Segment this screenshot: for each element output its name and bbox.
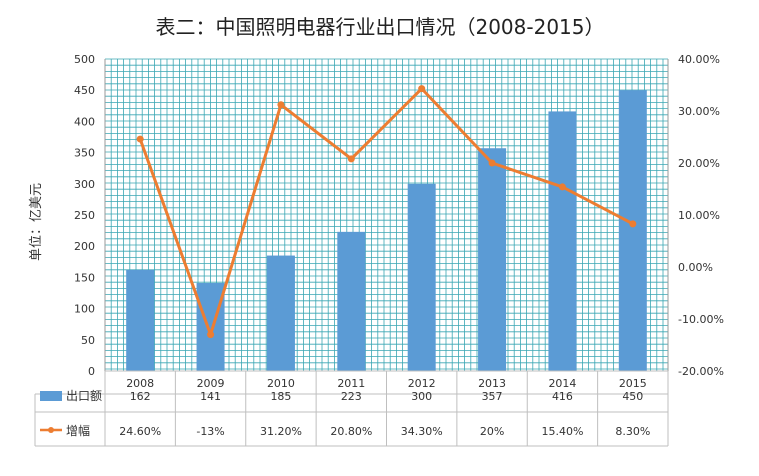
y-tick-label: 50 <box>81 334 95 347</box>
y-tick-label: 350 <box>74 147 95 160</box>
data-label-export: 357 <box>482 390 503 403</box>
y-tick-label: 450 <box>74 84 95 97</box>
y-tick-label: 300 <box>74 178 95 191</box>
y2-tick-label: 30.00% <box>678 105 720 118</box>
x-tick-label: 2015 <box>619 377 647 390</box>
data-label-growth: 31.20% <box>260 425 302 438</box>
data-label-growth: 24.60% <box>119 425 161 438</box>
data-table: 2008 2009 2010 2011 2012 2013 2014 2015 出口额 162 14… <box>34 370 669 447</box>
data-label-export: 450 <box>622 390 643 403</box>
point-growth-2015 <box>629 220 637 228</box>
grid-layer <box>104 58 668 371</box>
bar-export-2012 <box>407 183 436 371</box>
bar-export-2008 <box>126 269 155 371</box>
point-growth-2013 <box>488 159 496 167</box>
point-growth-2014 <box>558 183 566 191</box>
data-label-export: 223 <box>341 390 362 403</box>
data-label-growth: 34.30% <box>401 425 443 438</box>
y2-tick-label: 10.00% <box>678 209 720 222</box>
y2-tick-label: 40.00% <box>678 53 720 66</box>
line-layer <box>136 85 637 339</box>
legend-marker-growth <box>48 427 54 433</box>
x-tick-label: 2012 <box>408 377 436 390</box>
y-tick-label: 250 <box>74 209 95 222</box>
point-growth-2008 <box>136 135 144 143</box>
data-label-growth: 15.40% <box>541 425 583 438</box>
x-tick-label: 2008 <box>126 377 154 390</box>
point-growth-2011 <box>347 155 355 163</box>
data-label-export: 416 <box>552 390 573 403</box>
axes-layer: 0 50 100 150 200 250 300 350 400 450 500 -20.00% -10… <box>74 53 724 378</box>
data-label-growth: 20.80% <box>330 425 372 438</box>
bars-layer <box>126 90 647 371</box>
data-label-growth: -13% <box>196 425 224 438</box>
y-tick-label: 200 <box>74 240 95 253</box>
y2-tick-label: 0.00% <box>678 261 713 274</box>
data-label-export: 185 <box>270 390 291 403</box>
x-tick-label: 2009 <box>197 377 225 390</box>
point-growth-2012 <box>418 85 426 93</box>
point-growth-2009 <box>207 331 215 339</box>
y-tick-label: 150 <box>74 271 95 284</box>
y2-tick-label: 20.00% <box>678 157 720 170</box>
data-label-export: 300 <box>411 390 432 403</box>
data-label-growth: 20% <box>480 425 504 438</box>
y2-tick-label: -20.00% <box>678 365 724 378</box>
y-tick-label: 100 <box>74 303 95 316</box>
y-axis-label: 单位：亿美元 <box>29 183 44 261</box>
plot-area <box>105 59 668 371</box>
y-tick-label: 500 <box>74 53 95 66</box>
bar-export-2010 <box>266 255 295 371</box>
bar-export-2011 <box>337 231 366 371</box>
bar-export-2013 <box>478 148 507 371</box>
legend-label-growth: 增幅 <box>66 423 90 438</box>
y-tick-label: 0 <box>88 365 95 378</box>
data-label-growth: 8.30% <box>615 425 650 438</box>
data-label-export: 141 <box>200 390 221 403</box>
y2-tick-label: -10.00% <box>678 313 724 326</box>
x-tick-label: 2014 <box>548 377 576 390</box>
x-tick-label: 2013 <box>478 377 506 390</box>
legend-label-export: 出口额 <box>66 389 102 403</box>
chart-title: 表二：中国照明电器行业出口情况（2008-2015） <box>155 15 604 39</box>
bar-export-2014 <box>548 111 577 371</box>
y-tick-label: 400 <box>74 115 95 128</box>
point-growth-2010 <box>277 101 285 109</box>
data-label-export: 162 <box>130 390 151 403</box>
legend-swatch-export <box>40 391 62 401</box>
x-tick-label: 2010 <box>267 377 295 390</box>
x-tick-label: 2011 <box>337 377 365 390</box>
bar-export-2015 <box>618 90 647 371</box>
bar-export-2009 <box>196 283 225 371</box>
series-line-growth <box>138 87 634 337</box>
